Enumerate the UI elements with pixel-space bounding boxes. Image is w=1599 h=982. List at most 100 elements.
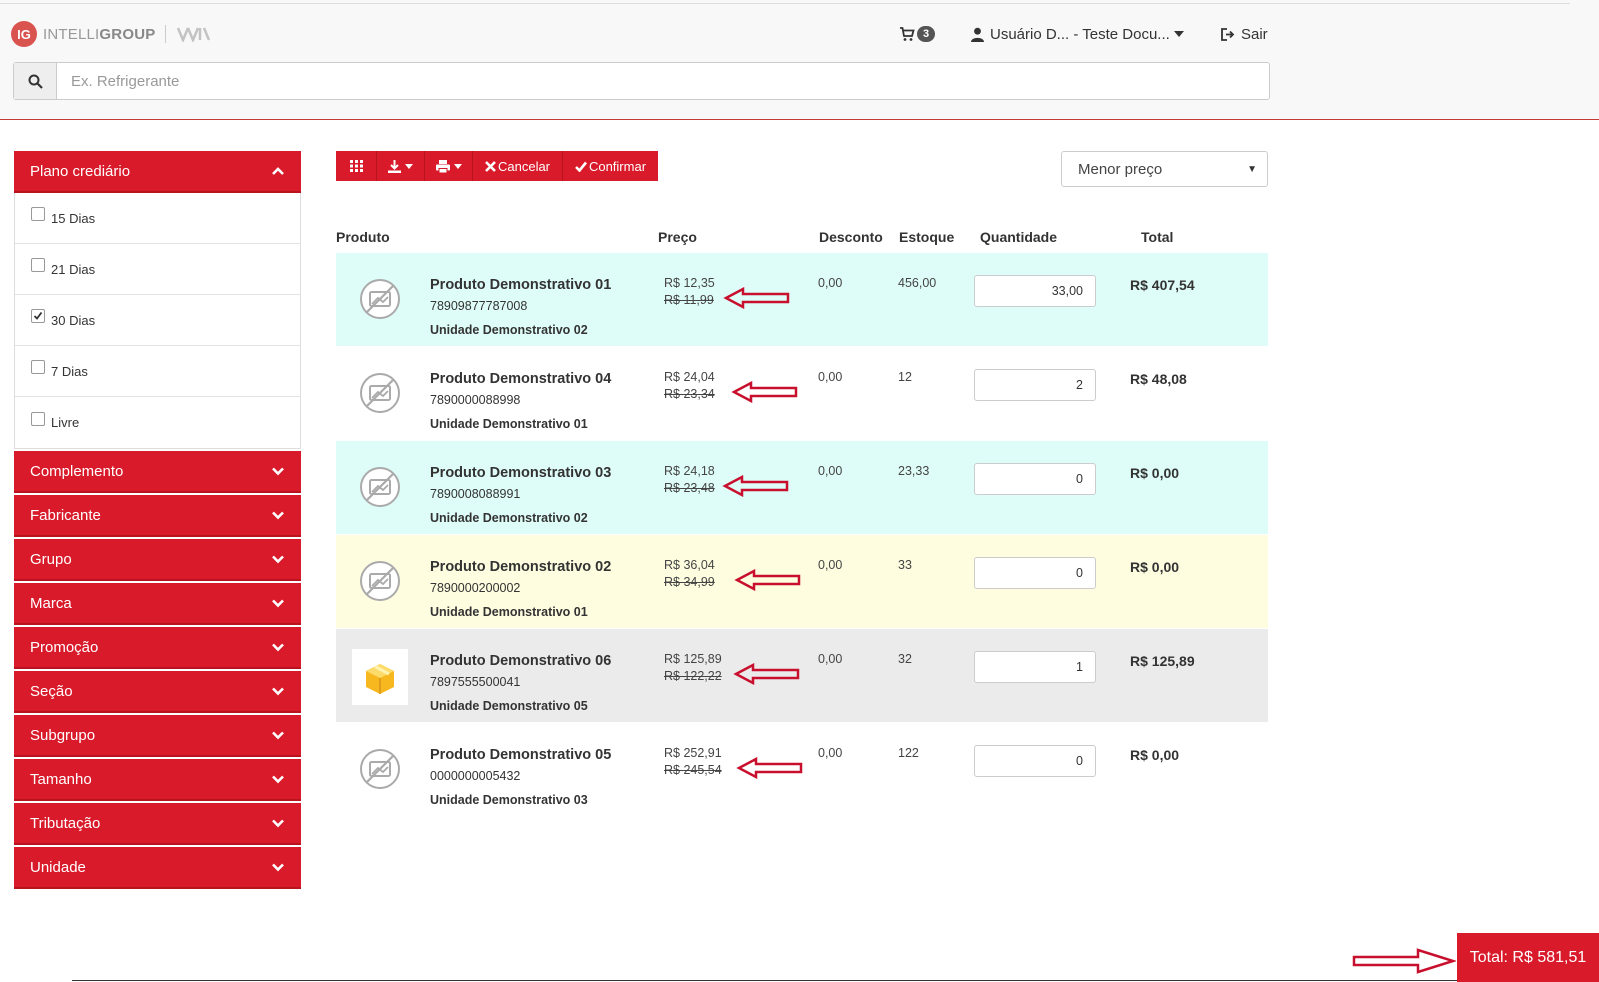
chevron-down-icon: [272, 599, 284, 608]
panel-title: Subgrupo: [30, 726, 96, 744]
quantity-input[interactable]: [974, 557, 1096, 589]
option-21-dias[interactable]: 21 Dias: [15, 244, 300, 295]
search-bar: [13, 62, 1270, 100]
table-row: Produto Demonstrativo 06 7897555500041 Uni…: [336, 629, 1268, 722]
product-old-price: R$ 34,99: [664, 575, 715, 589]
panel-title: Marca: [30, 594, 72, 612]
product-total: R$ 125,89: [1130, 653, 1195, 669]
panel-tamanho-header[interactable]: Tamanho: [14, 759, 301, 801]
product-price: R$ 24,18: [664, 464, 715, 478]
chevron-down-icon: [272, 511, 284, 520]
panel-marca-header[interactable]: Marca: [14, 583, 301, 625]
panel-tributação-header[interactable]: Tributação: [14, 803, 301, 845]
product-unit: Unidade Demonstrativo 01: [430, 417, 588, 431]
panel-complemento-header[interactable]: Complemento: [14, 451, 301, 493]
print-icon: [435, 159, 450, 173]
product-discount: 0,00: [818, 276, 843, 290]
checkbox[interactable]: [31, 207, 45, 221]
chevron-down-icon: [272, 555, 284, 564]
product-name[interactable]: Produto Demonstrativo 04: [430, 371, 612, 387]
grid-icon: [349, 160, 363, 172]
quantity-input[interactable]: [974, 275, 1096, 307]
checkbox[interactable]: [31, 258, 45, 272]
top-header: IG INTELLIGROUP 3 Usuário D... - Teste D…: [0, 0, 1599, 120]
product-name[interactable]: Produto Demonstrativo 03: [430, 465, 612, 481]
cancel-button[interactable]: Cancelar: [473, 151, 563, 181]
checkbox-checked[interactable]: [31, 309, 45, 323]
chevron-down-icon: [272, 819, 284, 828]
panel-title: Unidade: [30, 858, 86, 876]
action-toolbar: Cancelar Confirmar: [336, 151, 658, 181]
partner-logo-icon: [177, 27, 211, 42]
product-unit: Unidade Demonstrativo 05: [430, 699, 588, 713]
checkbox[interactable]: [31, 360, 45, 374]
cart-total-badge: Total: R$ 581,51: [1457, 933, 1599, 982]
panel-title: Tamanho: [30, 770, 92, 788]
user-menu[interactable]: Usuário D... - Teste Docu...: [970, 22, 1184, 46]
product-old-price: R$ 122,22: [664, 669, 722, 683]
collapsed-panels: Complemento Fabricante Grupo Marca Promoção S…: [14, 451, 301, 889]
product-code: 0000000005432: [430, 769, 521, 783]
search-button[interactable]: [14, 63, 57, 99]
sort-select[interactable]: Menor preço ▼: [1061, 151, 1268, 187]
header-quantidade: Quantidade: [980, 229, 1058, 245]
option-15-dias[interactable]: 15 Dias: [15, 193, 300, 244]
panel-grupo-header[interactable]: Grupo: [14, 539, 301, 581]
option-label: 7 Dias: [51, 363, 88, 379]
annotation-arrow-icon: [1352, 948, 1456, 974]
product-discount: 0,00: [818, 652, 843, 666]
panel-seção-header[interactable]: Seção: [14, 671, 301, 713]
product-price: R$ 36,04: [664, 558, 715, 572]
logo-text-b: GROUP: [99, 25, 156, 43]
package-icon: [352, 649, 408, 705]
panel-fabricante-header[interactable]: Fabricante: [14, 495, 301, 537]
product-old-price: R$ 23,48: [664, 481, 715, 495]
cart-button[interactable]: 3: [899, 22, 936, 46]
product-name[interactable]: Produto Demonstrativo 02: [430, 559, 612, 575]
annotation-arrow-icon: [736, 757, 803, 779]
user-icon: [971, 27, 984, 42]
panel-title: Promoção: [30, 638, 99, 656]
quantity-input[interactable]: [974, 369, 1096, 401]
quantity-input[interactable]: [974, 745, 1096, 777]
product-total: R$ 48,08: [1130, 371, 1187, 387]
product-stock: 33: [898, 558, 912, 572]
product-name[interactable]: Produto Demonstrativo 06: [430, 653, 612, 669]
product-stock: 456,00: [898, 276, 937, 290]
product-price: R$ 125,89: [664, 652, 722, 666]
quantity-input[interactable]: [974, 463, 1096, 495]
grid-view-button[interactable]: [336, 151, 377, 181]
product-total: R$ 407,54: [1130, 277, 1195, 293]
product-price: R$ 24,04: [664, 370, 715, 384]
product-code: 7897555500041: [430, 675, 521, 689]
caret-down-icon: [453, 163, 462, 169]
quantity-input[interactable]: [974, 651, 1096, 683]
logo[interactable]: IG INTELLIGROUP: [11, 20, 211, 48]
chevron-down-icon: [272, 687, 284, 696]
no-image-icon: [360, 467, 400, 507]
panel-title: Grupo: [30, 550, 72, 568]
logout-button[interactable]: Sair: [1220, 22, 1268, 46]
checkbox[interactable]: [31, 411, 45, 426]
print-dropdown-button[interactable]: [425, 151, 473, 181]
annotation-arrow-icon: [723, 287, 790, 309]
download-icon: [388, 159, 401, 173]
panel-subgrupo-header[interactable]: Subgrupo: [14, 715, 301, 757]
option-30-dias[interactable]: 30 Dias: [15, 295, 300, 346]
panel-plano-crediario-header[interactable]: Plano crediário: [14, 151, 301, 193]
download-dropdown-button[interactable]: [377, 151, 425, 181]
option-7-dias[interactable]: 7 Dias: [15, 346, 300, 397]
annotation-arrow-icon: [733, 663, 800, 685]
product-old-price: R$ 245,54: [664, 763, 722, 777]
search-input[interactable]: [57, 63, 1269, 99]
product-total: R$ 0,00: [1130, 559, 1180, 575]
window-top-line: [0, 0, 1570, 4]
sign-out-icon: [1221, 27, 1235, 41]
header-estoque: Estoque: [899, 229, 955, 245]
product-name[interactable]: Produto Demonstrativo 01: [430, 277, 612, 293]
product-name[interactable]: Produto Demonstrativo 05: [430, 747, 612, 763]
option-livre[interactable]: Livre: [15, 397, 300, 448]
confirm-button[interactable]: Confirmar: [563, 151, 658, 181]
panel-promoção-header[interactable]: Promoção: [14, 627, 301, 669]
panel-unidade-header[interactable]: Unidade: [14, 847, 301, 889]
